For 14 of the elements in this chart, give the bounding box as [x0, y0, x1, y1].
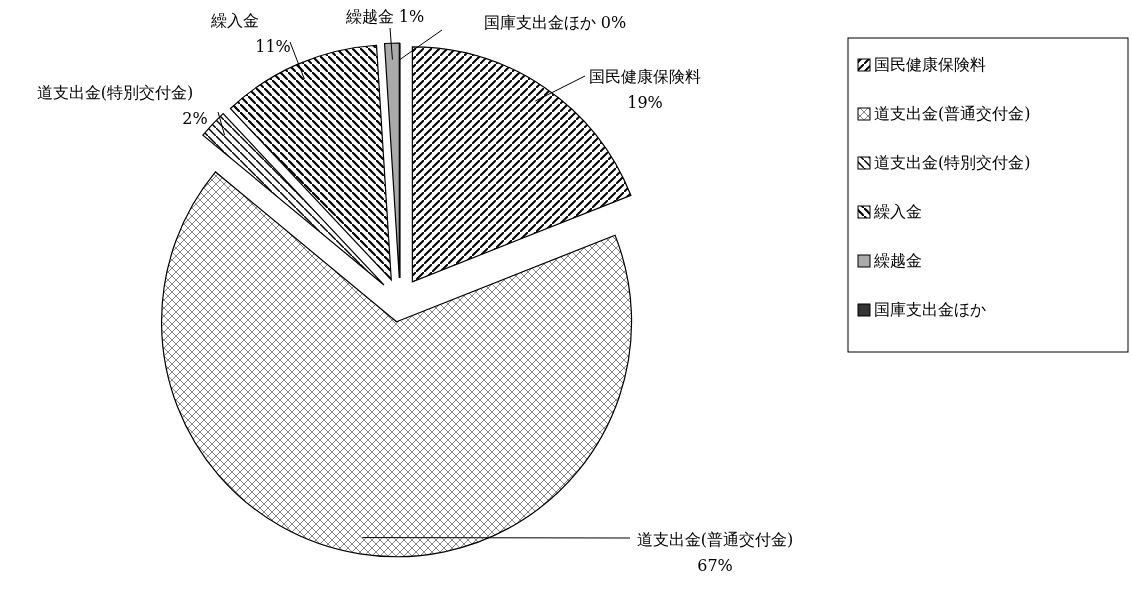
legend-label: 繰越金 [873, 251, 922, 270]
legend-label: 道支出金(普通交付金) [874, 104, 1031, 123]
slice-label: 国民健康保険料 [589, 67, 701, 86]
legend-label: 道支出金(特別交付金) [874, 153, 1031, 172]
slice-label: 道支出金(特別交付金) [36, 83, 194, 102]
data-label: 2% [182, 109, 208, 128]
data-label: 11% [255, 37, 291, 56]
legend-label: 国庫支出金ほか [874, 300, 986, 319]
legend-label: 繰入金 [873, 202, 922, 221]
slice-label: 道支出金(普通交付金) [636, 530, 794, 549]
data-label: 19% [627, 93, 663, 112]
slice-label: 繰入金 [210, 11, 259, 30]
legend-label: 国民健康保険料 [874, 55, 986, 74]
data-label: 67% [697, 556, 733, 575]
